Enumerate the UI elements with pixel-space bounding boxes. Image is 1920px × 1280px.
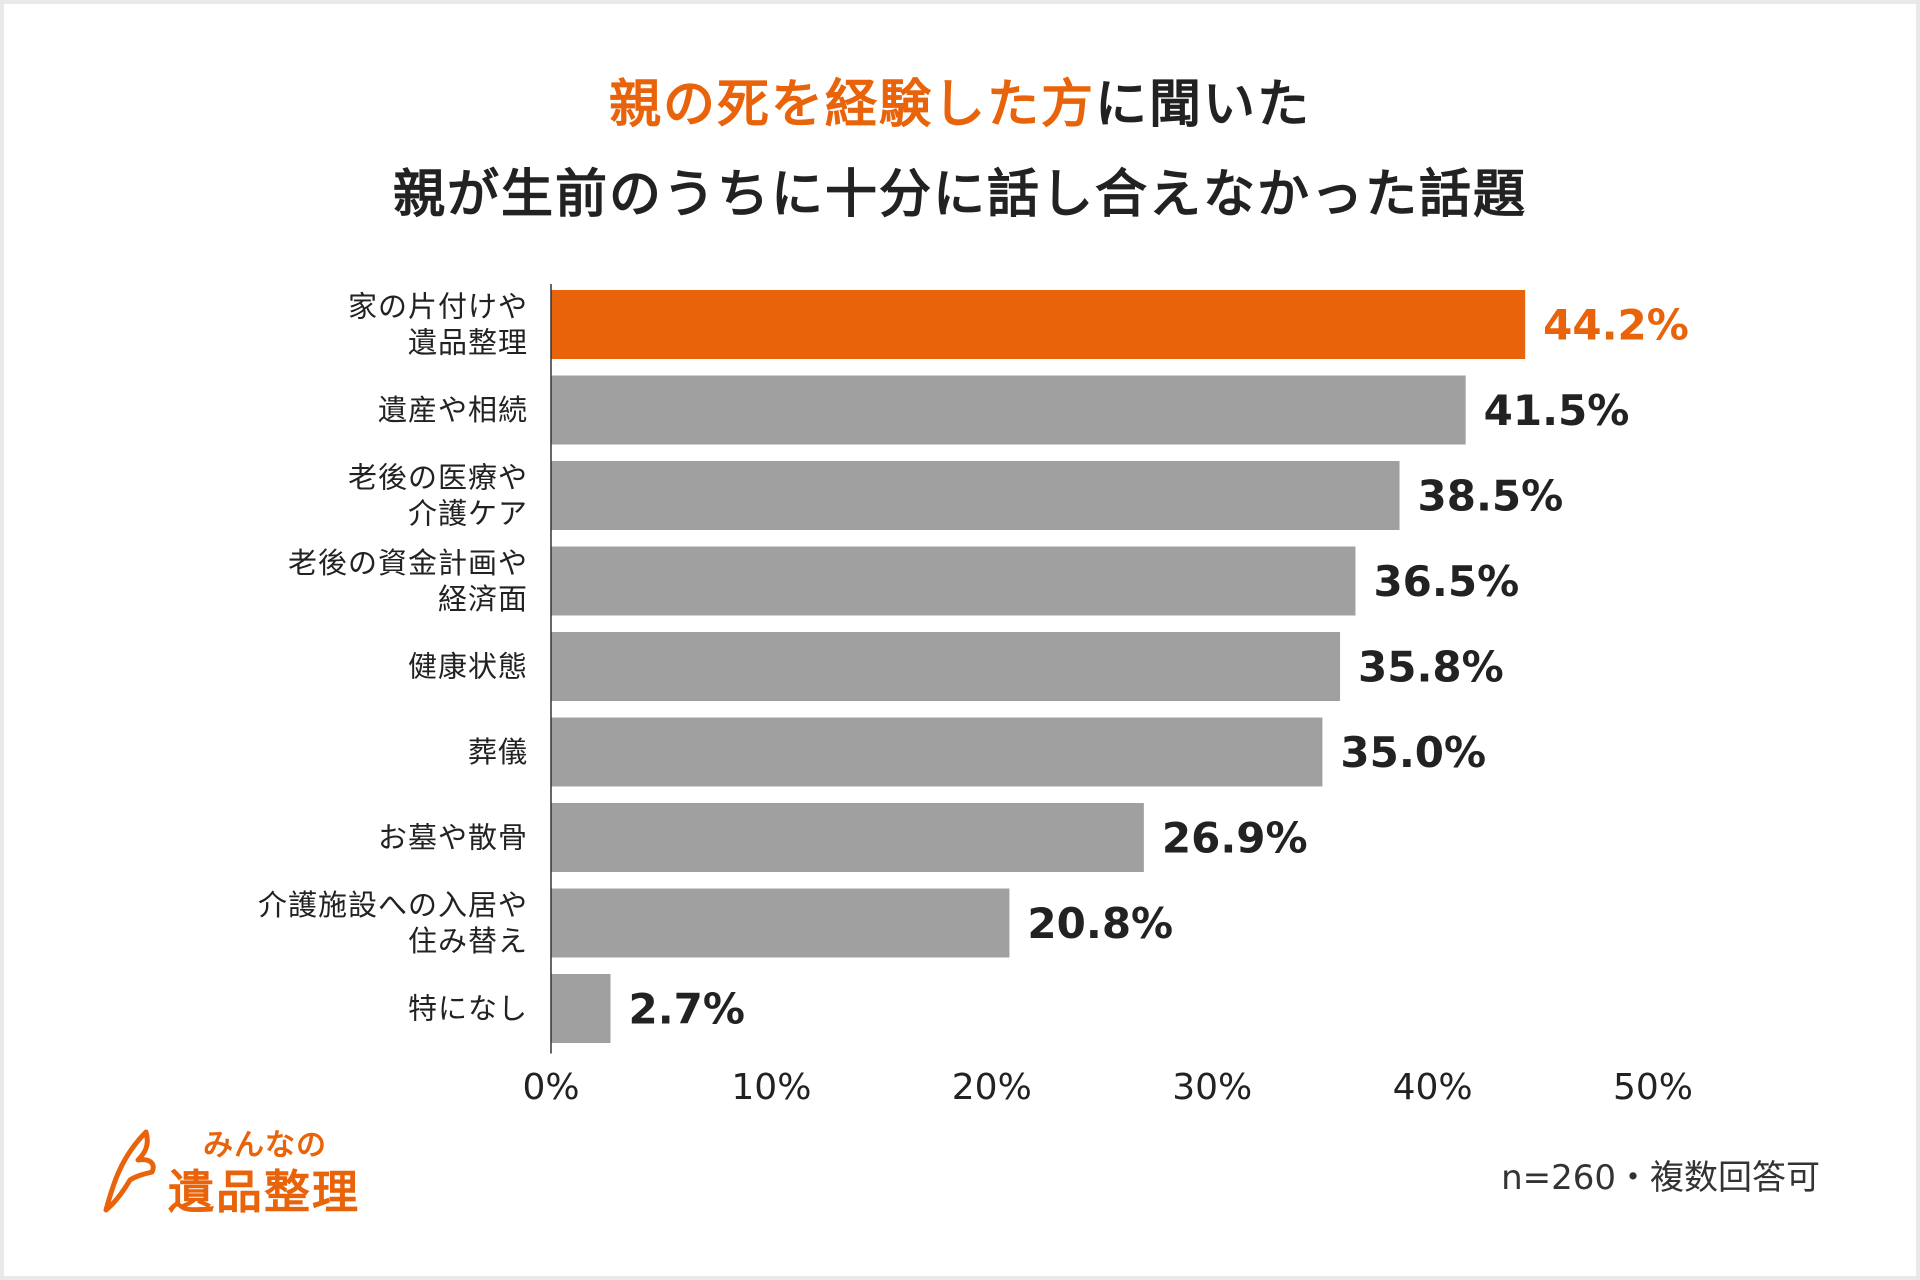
x-tick-label-3: 30% <box>1172 1067 1252 1108</box>
category-label-0-1: 遺品整理 <box>408 326 528 360</box>
value-label-3: 36.5% <box>1373 557 1519 606</box>
sample-size-note: n=260・複数回答可 <box>1501 1158 1820 1198</box>
bar-0 <box>551 290 1526 359</box>
value-label-8: 2.7% <box>629 985 745 1034</box>
logo-text-big: 遺品整理 <box>168 1165 360 1219</box>
x-tick-label-2: 20% <box>952 1067 1032 1108</box>
logo-text-small: みんなの <box>203 1128 327 1163</box>
brand-logo: みんなの 遺品整理 <box>98 1118 398 1219</box>
category-label-7-1: 住み替え <box>408 924 528 958</box>
chart-title-line2: 親が生前のうちに十分に話し合えなかった話題 <box>392 165 1527 225</box>
category-label-8-0: 特になし <box>408 992 528 1026</box>
bar-7 <box>551 888 1010 958</box>
bar-8 <box>551 974 611 1043</box>
category-label-3-0: 老後の資金計画や <box>288 546 528 580</box>
category-label-0-0: 家の片付けや <box>348 290 528 324</box>
chart-title-accent: 親の死を経験した方 <box>608 75 1095 135</box>
category-label-2-1: 介護ケア <box>408 497 528 531</box>
category-label-5-0: 葬儀 <box>468 735 528 769</box>
category-label-2-0: 老後の医療や <box>348 461 528 495</box>
value-label-4: 35.8% <box>1358 643 1504 692</box>
x-tick-label-5: 50% <box>1613 1067 1693 1108</box>
chart-title-line1: 親の死を経験した方に聞いた <box>0 62 1920 137</box>
category-label-6-0: お墓や散骨 <box>378 821 528 855</box>
category-label-1-0: 遺産や相続 <box>378 393 528 427</box>
value-label-6: 26.9% <box>1162 814 1308 863</box>
bar-6 <box>551 803 1144 872</box>
x-tick-label-0: 0% <box>522 1067 579 1108</box>
category-label-7-0: 介護施設への入居や <box>258 888 528 922</box>
value-label-7: 20.8% <box>1027 899 1173 948</box>
bar-5 <box>551 717 1323 787</box>
bar-3 <box>551 546 1356 616</box>
bar-2 <box>551 461 1400 530</box>
value-label-2: 38.5% <box>1418 472 1564 521</box>
bar-1 <box>551 375 1466 445</box>
value-label-0: 44.2% <box>1543 301 1689 350</box>
x-tick-label-1: 10% <box>731 1067 811 1108</box>
chart-title-rest: に聞いた <box>1095 75 1312 135</box>
value-label-1: 41.5% <box>1484 386 1630 435</box>
category-label-3-1: 経済面 <box>438 582 528 616</box>
category-label-4-0: 健康状態 <box>408 650 528 684</box>
x-tick-label-4: 40% <box>1393 1067 1473 1108</box>
bar-4 <box>551 632 1341 701</box>
value-label-5: 35.0% <box>1340 728 1486 777</box>
wing-icon <box>103 1129 156 1213</box>
